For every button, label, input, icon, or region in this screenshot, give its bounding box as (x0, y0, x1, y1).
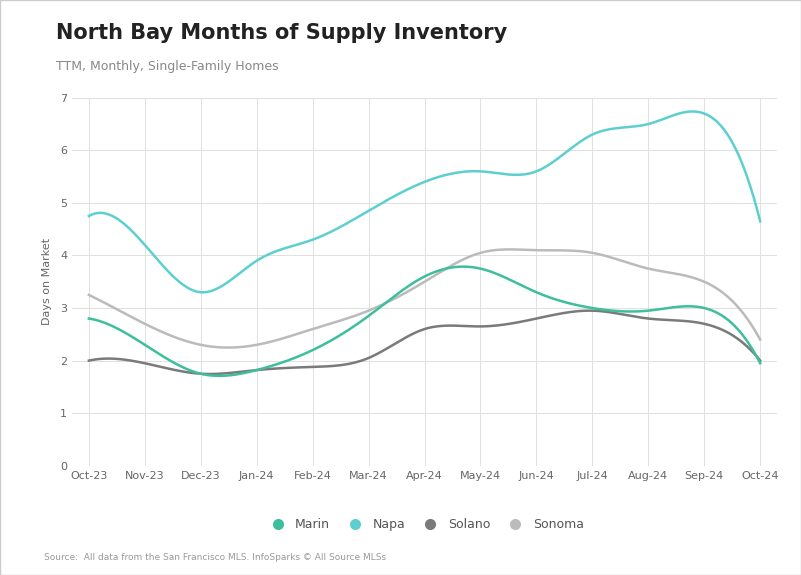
Sonoma (304, 327, 314, 334)
Solano (586, 307, 595, 314)
Napa (165, 270, 175, 277)
Marin (755, 360, 765, 367)
Sonoma (84, 292, 94, 298)
Napa (508, 171, 517, 178)
Solano (165, 366, 175, 373)
Solano (352, 359, 361, 366)
Line: Sonoma: Sonoma (89, 250, 760, 347)
Sonoma (509, 246, 519, 253)
Y-axis label: Days on Market: Days on Market (42, 238, 52, 325)
Marin (459, 263, 469, 270)
Sonoma (223, 344, 233, 351)
Marin (304, 348, 314, 355)
Marin (84, 315, 94, 322)
Solano (755, 357, 765, 364)
Marin (165, 357, 175, 364)
Sonoma (165, 332, 175, 339)
Napa (352, 214, 361, 221)
Text: TTM, Monthly, Single-Family Homes: TTM, Monthly, Single-Family Homes (56, 60, 279, 74)
Line: Marin: Marin (89, 267, 760, 376)
Marin (572, 302, 582, 309)
Marin (352, 321, 361, 328)
Napa (199, 289, 208, 296)
Napa (570, 142, 580, 149)
Solano (205, 370, 215, 377)
Sonoma (575, 248, 585, 255)
Solano (570, 308, 580, 315)
Line: Solano: Solano (89, 310, 760, 374)
Line: Napa: Napa (89, 112, 760, 292)
Napa (304, 237, 314, 244)
Sonoma (755, 336, 765, 343)
Sonoma (505, 246, 514, 253)
Marin (575, 302, 585, 309)
Sonoma (572, 247, 582, 254)
Solano (574, 308, 583, 315)
Marin (215, 373, 225, 380)
Napa (84, 213, 94, 220)
Napa (755, 218, 765, 225)
Solano (84, 357, 94, 364)
Legend: Marin, Napa, Solano, Sonoma: Marin, Napa, Solano, Sonoma (265, 518, 584, 531)
Marin (509, 278, 519, 285)
Sonoma (352, 312, 361, 319)
Napa (574, 140, 583, 147)
Text: North Bay Months of Supply Inventory: North Bay Months of Supply Inventory (56, 23, 507, 43)
Solano (304, 363, 314, 370)
Text: Source:  All data from the San Francisco MLS. InfoSparks © All Source MLSs: Source: All data from the San Francisco … (44, 553, 386, 562)
Napa (688, 108, 698, 115)
Solano (508, 320, 517, 327)
